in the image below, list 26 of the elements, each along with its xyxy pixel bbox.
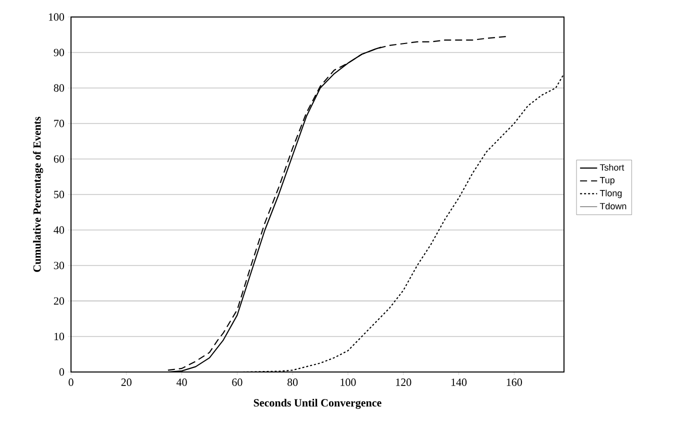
legend-label: Tshort <box>600 164 624 171</box>
y-tick-label: 60 <box>54 155 64 163</box>
legend-label: Tlong <box>600 190 622 198</box>
y-tick-label: 20 <box>54 297 64 305</box>
legend-label: Tup <box>600 177 614 186</box>
y-tick-label: 10 <box>54 332 64 340</box>
y-tick-label: 80 <box>54 84 64 92</box>
x-tick-label: 160 <box>506 378 522 386</box>
y-tick-label: 100 <box>48 13 64 21</box>
x-tick-label: 140 <box>451 378 467 386</box>
x-tick-label: 100 <box>340 378 356 386</box>
y-tick-label: 70 <box>54 120 64 128</box>
y-tick-label: 30 <box>54 262 64 270</box>
x-tick-label: 80 <box>288 378 298 386</box>
x-axis-title: Seconds Until Convergence <box>254 398 382 409</box>
x-tick-label: 40 <box>176 378 187 386</box>
y-tick-label: 50 <box>54 190 64 198</box>
x-tick-label: 0 <box>68 378 74 386</box>
x-tick-label: 120 <box>396 378 412 386</box>
x-tick-label: 60 <box>232 378 242 386</box>
x-tick-label: 20 <box>121 378 132 386</box>
y-axis-title: Cumulative Percentage of Events <box>32 116 44 272</box>
y-tick-label: 40 <box>54 226 64 234</box>
y-tick-label: 90 <box>54 48 64 56</box>
legend-label: Tdown <box>600 202 626 210</box>
y-tick-label: 0 <box>59 368 64 376</box>
